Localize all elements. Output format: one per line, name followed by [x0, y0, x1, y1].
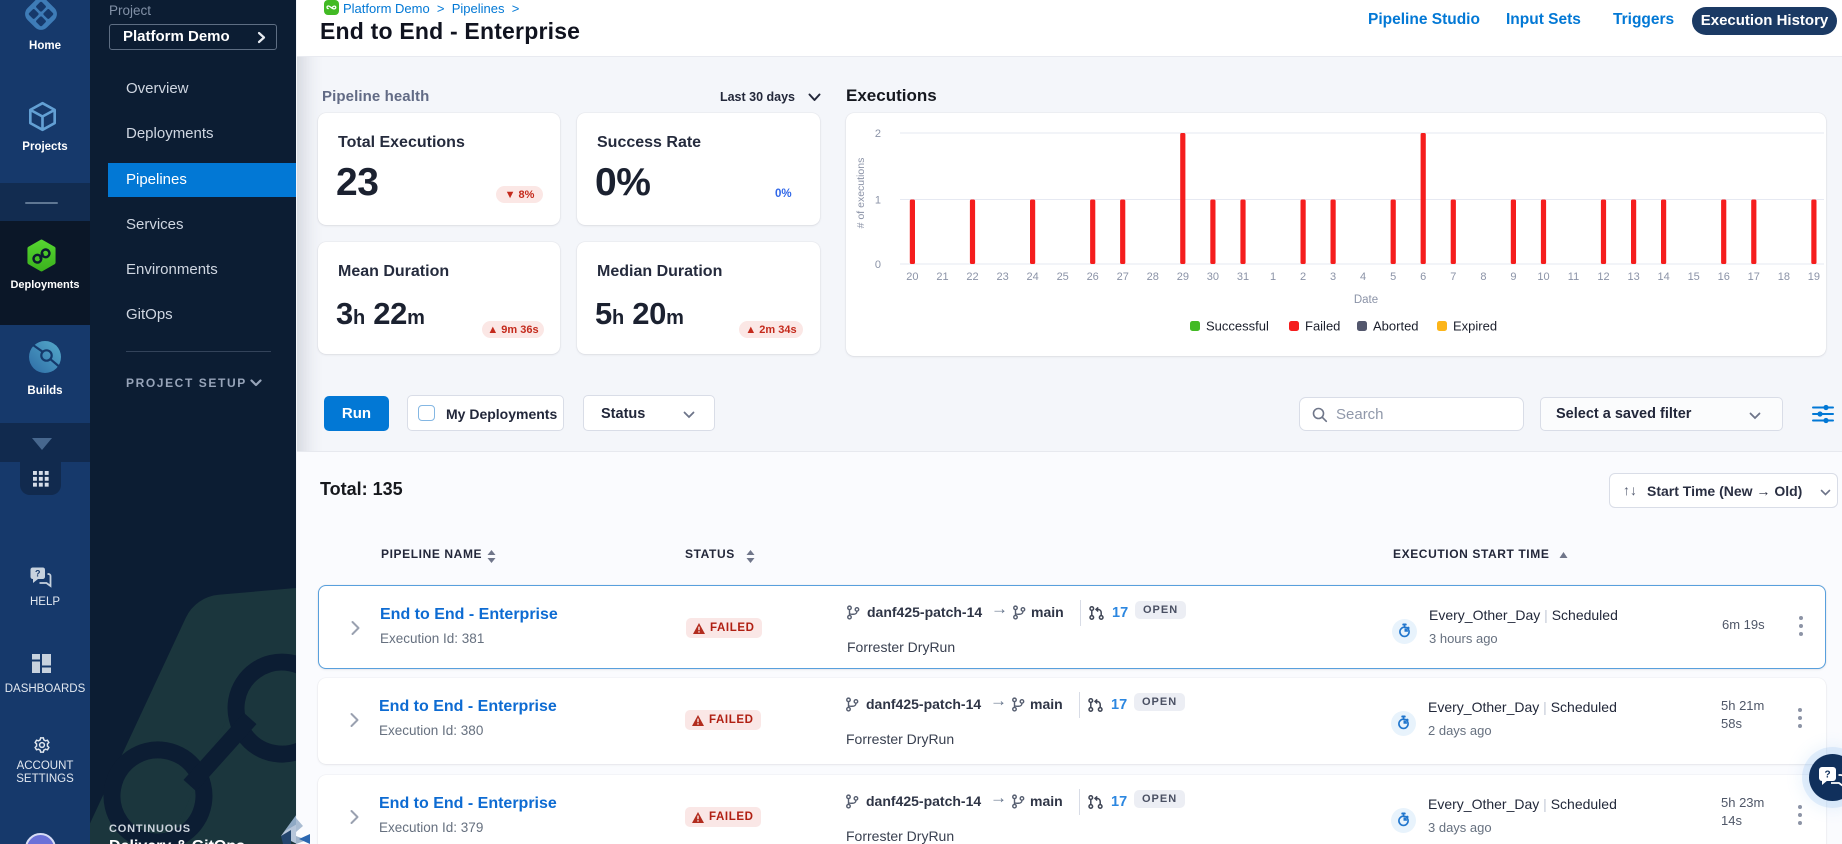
svg-text:29: 29: [1177, 271, 1189, 283]
svg-text:16: 16: [1718, 271, 1730, 283]
svg-text:30: 30: [1207, 271, 1219, 283]
svg-text:14: 14: [1657, 271, 1669, 283]
svg-text:31: 31: [1237, 271, 1249, 283]
svg-text:6: 6: [1420, 271, 1426, 283]
svg-text:10: 10: [1537, 271, 1549, 283]
svg-text:# of executions: # of executions: [855, 158, 867, 229]
svg-text:25: 25: [1057, 271, 1069, 283]
svg-text:Successful: Successful: [1206, 319, 1269, 334]
svg-text:3: 3: [1330, 271, 1336, 283]
svg-text:Failed: Failed: [1305, 319, 1340, 334]
svg-text:23: 23: [996, 271, 1008, 283]
svg-text:15: 15: [1688, 271, 1700, 283]
svg-text:12: 12: [1597, 271, 1609, 283]
svg-text:8: 8: [1480, 271, 1486, 283]
svg-text:26: 26: [1087, 271, 1099, 283]
svg-text:2: 2: [875, 128, 881, 140]
svg-text:9: 9: [1510, 271, 1516, 283]
svg-text:13: 13: [1627, 271, 1639, 283]
svg-text:18: 18: [1778, 271, 1790, 283]
svg-text:2: 2: [1300, 271, 1306, 283]
svg-text:22: 22: [966, 271, 978, 283]
svg-text:?: ?: [1824, 770, 1830, 781]
svg-text:Aborted: Aborted: [1373, 319, 1419, 334]
svg-text:4: 4: [1360, 271, 1366, 283]
svg-text:19: 19: [1808, 271, 1820, 283]
svg-text:28: 28: [1147, 271, 1159, 283]
svg-text:?: ?: [35, 569, 41, 579]
svg-text:0: 0: [875, 259, 881, 271]
svg-text:17: 17: [1748, 271, 1760, 283]
svg-text:1: 1: [1270, 271, 1276, 283]
svg-text:Date: Date: [1354, 294, 1378, 306]
svg-text:24: 24: [1026, 271, 1038, 283]
svg-text:27: 27: [1117, 271, 1129, 283]
svg-text:1: 1: [875, 195, 881, 207]
svg-text:11: 11: [1568, 271, 1579, 283]
svg-text:20: 20: [906, 271, 918, 283]
svg-text:21: 21: [936, 271, 948, 283]
svg-text:Expired: Expired: [1453, 319, 1497, 334]
svg-text:5: 5: [1390, 271, 1396, 283]
svg-text:7: 7: [1450, 271, 1456, 283]
